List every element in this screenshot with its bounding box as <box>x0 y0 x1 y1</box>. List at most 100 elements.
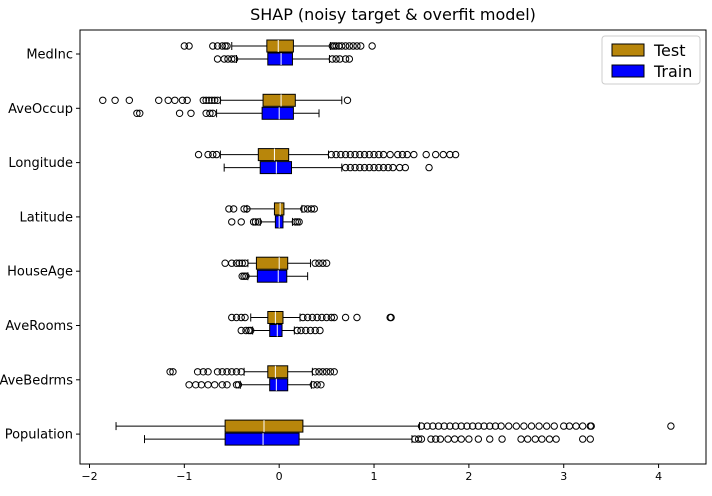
outlier-point <box>450 435 459 443</box>
outlier-point <box>422 150 430 159</box>
outlier-point <box>240 205 248 213</box>
outlier-point <box>527 422 536 430</box>
outlier-point <box>299 313 307 322</box>
outlier-point <box>330 368 338 376</box>
outlier-point <box>349 42 357 50</box>
box-train-longitude <box>223 161 433 175</box>
outlier-point <box>486 435 494 443</box>
x-tick-label: 1 <box>371 470 378 483</box>
outlier-point <box>465 435 473 443</box>
outlier-point <box>293 326 301 335</box>
outlier-point <box>505 422 513 430</box>
outlier-point <box>578 435 587 443</box>
outlier-point <box>235 259 244 267</box>
outlier-point <box>193 368 202 376</box>
outlier-point <box>199 368 208 376</box>
outlier-point <box>387 313 395 322</box>
outlier-point <box>111 96 119 105</box>
iqr-box <box>255 256 289 270</box>
outlier-point <box>318 313 326 322</box>
iqr-box <box>269 324 283 337</box>
outlier-point <box>446 150 454 159</box>
outlier-point <box>542 422 551 430</box>
outlier-point <box>346 163 355 172</box>
outlier-point <box>384 163 392 172</box>
outlier-point <box>302 326 310 335</box>
outlier-point <box>322 313 331 322</box>
outlier-point <box>389 163 397 172</box>
outlier-point <box>166 368 174 376</box>
outlier-point <box>440 422 448 430</box>
outlier-point <box>308 313 317 322</box>
outlier-point <box>210 381 219 389</box>
outlier-point <box>225 205 233 213</box>
outlier-point <box>202 96 210 105</box>
outlier-point <box>346 150 355 159</box>
outlier-point <box>213 96 222 105</box>
outlier-point <box>307 205 316 213</box>
outlier-point <box>311 326 319 335</box>
iqr-box <box>273 202 285 216</box>
outlier-point <box>403 150 411 159</box>
outlier-point <box>208 96 216 105</box>
outlier-point <box>155 96 163 105</box>
outlier-point <box>512 422 521 430</box>
outlier-point <box>237 368 245 376</box>
outlier-point <box>178 96 187 105</box>
outlier-point <box>199 96 208 105</box>
legend-label-test: Test <box>653 41 686 60</box>
box-train-averooms <box>237 324 324 337</box>
iqr-box <box>266 39 294 53</box>
box-train-houseage <box>238 269 309 283</box>
outlier-point <box>221 42 229 50</box>
legend: Test Train <box>601 35 701 85</box>
outlier-point <box>319 259 327 267</box>
outlier-point <box>497 422 505 430</box>
outlier-point <box>341 313 350 322</box>
iqr-box <box>261 106 294 120</box>
outlier-point <box>336 55 344 63</box>
box-test-houseage <box>221 256 331 270</box>
outlier-point <box>431 435 440 443</box>
box-test-averooms <box>228 311 395 324</box>
outlier-point <box>341 150 350 159</box>
outlier-point <box>365 150 373 159</box>
outlier-point <box>232 259 241 267</box>
y-tick-label: Population <box>5 428 73 443</box>
outlier-point <box>431 150 440 159</box>
outlier-point <box>351 163 359 172</box>
outlier-point <box>309 381 318 389</box>
outlier-point <box>194 150 203 159</box>
outlier-point <box>313 313 321 322</box>
y-tick-label: AveBedrms <box>0 373 73 388</box>
outlier-point <box>370 163 378 172</box>
outlier-point <box>463 422 471 430</box>
outlier-point <box>330 313 338 322</box>
outlier-point <box>238 259 246 267</box>
outlier-point <box>164 96 172 105</box>
outlier-point <box>249 218 258 226</box>
outlier-point <box>204 150 212 159</box>
outlier-point <box>356 150 364 159</box>
outlier-point <box>300 205 308 213</box>
outlier-point <box>125 96 134 105</box>
outlier-point <box>218 42 226 50</box>
outlier-point <box>395 163 404 172</box>
outlier-point <box>531 435 539 443</box>
outlier-point <box>311 368 319 376</box>
outlier-point <box>237 218 245 226</box>
outlier-point <box>394 150 402 159</box>
outlier-point <box>356 163 364 172</box>
outlier-point <box>341 55 350 63</box>
outlier-point <box>223 368 231 376</box>
outlier-point <box>306 326 315 335</box>
outlier-point <box>379 150 388 159</box>
outlier-point <box>322 368 331 376</box>
box-train-avebedrms <box>185 378 325 392</box>
outlier-point <box>398 150 407 159</box>
outlier-point <box>206 109 214 118</box>
outlier-point <box>351 150 359 159</box>
outlier-point <box>317 381 325 389</box>
outlier-point <box>237 326 245 335</box>
y-tick-label: Latitude <box>19 210 73 225</box>
